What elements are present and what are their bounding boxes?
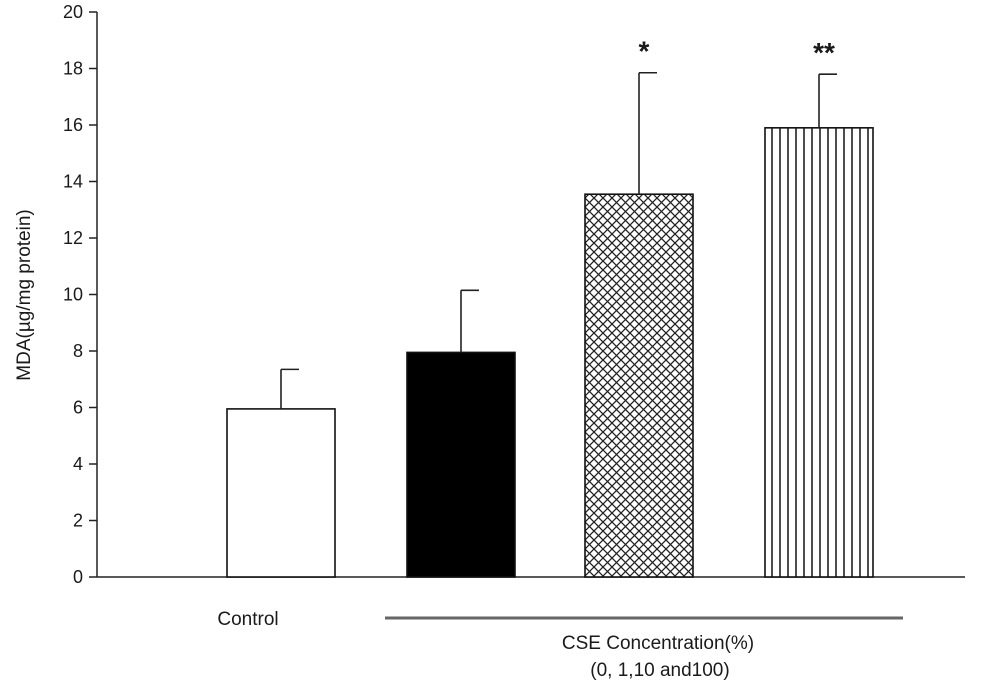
y-tick-label-7: 14 xyxy=(63,172,83,192)
y-tick-label-3: 6 xyxy=(73,398,83,418)
y-tick-label-0: 0 xyxy=(73,567,83,587)
error-bar-100 xyxy=(818,73,837,128)
bars xyxy=(226,127,874,578)
bar-0 xyxy=(226,408,336,578)
error-bars xyxy=(280,71,837,409)
control-group-label: Control xyxy=(217,609,278,630)
y-tick-label-10: 20 xyxy=(63,2,83,22)
y-tick-label-9: 18 xyxy=(63,59,83,79)
y-axis-title: MDA(µg/mg protein) xyxy=(14,209,35,380)
y-tick-label-4: 8 xyxy=(73,341,83,361)
y-tick-label-5: 10 xyxy=(63,285,83,305)
significance-100: ** xyxy=(813,37,835,68)
significance-markers: * ** xyxy=(639,36,835,68)
cse-group-label-line2: (0, 1,10 and100) xyxy=(590,660,729,681)
y-tick-label-8: 16 xyxy=(63,115,83,135)
bar-1 xyxy=(406,351,516,578)
y-ticks: 0 2 4 6 8 10 12 14 16 18 20 xyxy=(63,2,97,587)
y-tick-label-1: 2 xyxy=(73,511,83,531)
significance-10: * xyxy=(639,36,650,67)
cse-group-label-line1: CSE Concentration(%) xyxy=(562,633,754,654)
error-bar-10 xyxy=(638,71,657,195)
bar-100 xyxy=(764,127,874,578)
error-bar-0 xyxy=(280,368,299,409)
y-tick-label-6: 12 xyxy=(63,228,83,248)
error-bar-1 xyxy=(460,289,479,353)
bar-10 xyxy=(584,193,694,578)
y-tick-label-2: 4 xyxy=(73,454,83,474)
